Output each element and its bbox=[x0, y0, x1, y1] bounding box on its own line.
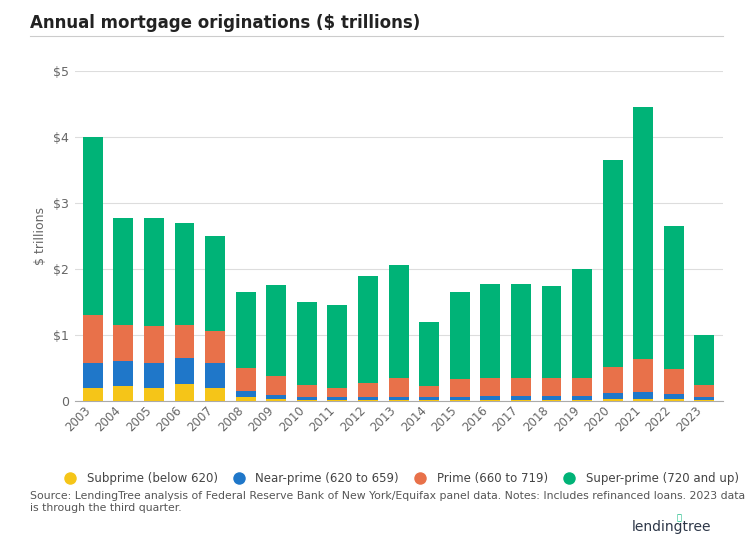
Bar bbox=[267, 395, 286, 400]
Bar bbox=[297, 385, 317, 397]
Bar bbox=[297, 302, 317, 385]
Bar bbox=[542, 378, 562, 396]
Bar bbox=[664, 226, 684, 369]
Bar bbox=[174, 358, 194, 384]
Bar bbox=[235, 397, 256, 401]
Bar bbox=[419, 385, 439, 397]
Bar bbox=[572, 396, 592, 400]
Bar bbox=[572, 378, 592, 396]
Bar bbox=[358, 276, 378, 383]
Bar bbox=[267, 377, 286, 395]
Bar bbox=[664, 400, 684, 401]
Bar bbox=[113, 217, 133, 325]
Bar bbox=[328, 400, 347, 401]
Bar bbox=[511, 396, 530, 400]
Bar bbox=[542, 396, 562, 400]
Bar bbox=[235, 391, 256, 397]
Bar bbox=[83, 137, 103, 315]
Bar bbox=[542, 400, 562, 401]
Bar bbox=[511, 283, 530, 378]
Bar bbox=[481, 283, 500, 378]
Bar bbox=[664, 369, 684, 394]
Bar bbox=[664, 394, 684, 400]
Bar bbox=[205, 362, 225, 388]
Bar bbox=[389, 378, 408, 397]
Bar bbox=[113, 325, 133, 361]
Bar bbox=[267, 400, 286, 401]
Bar bbox=[511, 378, 530, 396]
Bar bbox=[389, 397, 408, 400]
Bar bbox=[267, 285, 286, 377]
Bar bbox=[481, 400, 500, 401]
Bar bbox=[419, 400, 439, 401]
Bar bbox=[633, 400, 653, 401]
Bar bbox=[542, 286, 562, 378]
Bar bbox=[694, 400, 714, 401]
Text: lendingtree: lendingtree bbox=[632, 519, 711, 534]
Bar bbox=[450, 292, 469, 379]
Bar bbox=[603, 400, 623, 401]
Bar bbox=[235, 368, 256, 391]
Bar bbox=[328, 388, 347, 397]
Bar bbox=[450, 379, 469, 397]
Bar bbox=[481, 396, 500, 400]
Text: Annual mortgage originations ($ trillions): Annual mortgage originations ($ trillion… bbox=[30, 14, 420, 32]
Bar bbox=[144, 326, 164, 362]
Bar bbox=[603, 160, 623, 367]
Bar bbox=[481, 378, 500, 396]
Bar bbox=[174, 223, 194, 325]
Bar bbox=[511, 400, 530, 401]
Bar bbox=[603, 367, 623, 393]
Bar bbox=[144, 362, 164, 388]
Bar bbox=[113, 386, 133, 401]
Bar bbox=[450, 397, 469, 400]
Bar bbox=[694, 397, 714, 400]
Bar bbox=[633, 107, 653, 358]
Bar bbox=[297, 397, 317, 400]
Bar bbox=[174, 325, 194, 358]
Bar bbox=[358, 397, 378, 400]
Bar bbox=[694, 335, 714, 385]
Legend: Subprime (below 620), Near-prime (620 to 659), Prime (660 to 719), Super-prime (: Subprime (below 620), Near-prime (620 to… bbox=[54, 468, 744, 490]
Bar bbox=[328, 305, 347, 388]
Bar bbox=[205, 331, 225, 362]
Bar bbox=[83, 315, 103, 362]
Bar bbox=[83, 362, 103, 388]
Bar bbox=[174, 384, 194, 401]
Text: 🌿: 🌿 bbox=[676, 514, 682, 523]
Bar bbox=[144, 388, 164, 401]
Bar bbox=[633, 391, 653, 400]
Bar bbox=[113, 361, 133, 386]
Bar bbox=[328, 397, 347, 400]
Bar bbox=[603, 393, 623, 400]
Bar bbox=[297, 400, 317, 401]
Bar bbox=[694, 385, 714, 397]
Bar bbox=[144, 217, 164, 326]
Bar bbox=[205, 236, 225, 331]
Bar bbox=[235, 292, 256, 368]
Bar bbox=[419, 397, 439, 400]
Bar bbox=[419, 322, 439, 385]
Bar bbox=[389, 400, 408, 401]
Bar bbox=[205, 388, 225, 401]
Bar bbox=[450, 400, 469, 401]
Bar bbox=[358, 383, 378, 397]
Y-axis label: $ trillions: $ trillions bbox=[34, 207, 48, 265]
Bar bbox=[83, 388, 103, 401]
Bar bbox=[572, 400, 592, 401]
Bar bbox=[389, 265, 408, 378]
Bar bbox=[358, 400, 378, 401]
Bar bbox=[572, 269, 592, 378]
Bar bbox=[633, 358, 653, 391]
Text: Source: LendingTree analysis of Federal Reserve Bank of New York/Equifax panel d: Source: LendingTree analysis of Federal … bbox=[30, 491, 745, 513]
